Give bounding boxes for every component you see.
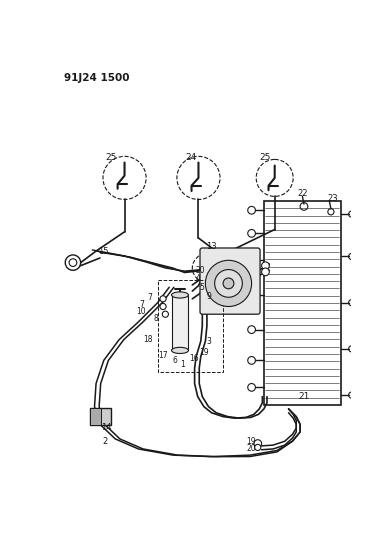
Circle shape — [205, 260, 251, 306]
Bar — [158, 280, 223, 372]
Bar — [90, 408, 100, 425]
Text: 22: 22 — [298, 189, 308, 198]
Text: 4: 4 — [195, 274, 200, 284]
Text: 16: 16 — [189, 354, 199, 364]
Circle shape — [162, 311, 169, 317]
Text: 14: 14 — [100, 423, 111, 432]
Text: 13: 13 — [206, 242, 217, 251]
Text: 24: 24 — [185, 154, 196, 163]
Text: 25: 25 — [105, 154, 117, 163]
Circle shape — [160, 303, 166, 310]
Circle shape — [255, 445, 261, 450]
Text: 10: 10 — [137, 306, 146, 316]
Bar — [172, 295, 188, 350]
Text: 21: 21 — [298, 392, 310, 401]
Text: 7: 7 — [140, 301, 145, 310]
Text: 91J24 1500: 91J24 1500 — [64, 73, 129, 83]
Text: 17: 17 — [158, 351, 168, 360]
Text: 18: 18 — [143, 335, 153, 344]
Text: 23: 23 — [327, 194, 338, 203]
Text: 20: 20 — [247, 445, 256, 454]
Bar — [90, 408, 111, 425]
Text: 6: 6 — [173, 356, 178, 365]
Text: 20: 20 — [196, 266, 206, 275]
Text: 19: 19 — [199, 348, 209, 357]
FancyBboxPatch shape — [200, 248, 260, 314]
Text: 7: 7 — [147, 293, 152, 302]
Circle shape — [262, 262, 269, 270]
Text: 15: 15 — [99, 247, 109, 255]
Circle shape — [262, 268, 269, 276]
Circle shape — [160, 296, 166, 302]
Text: 2: 2 — [103, 437, 108, 446]
Text: 3: 3 — [206, 337, 211, 346]
Ellipse shape — [172, 348, 188, 353]
Circle shape — [215, 270, 242, 297]
Bar — [264, 201, 341, 405]
Text: 8: 8 — [154, 313, 158, 322]
Text: 19: 19 — [247, 437, 256, 446]
Text: 25: 25 — [260, 154, 271, 163]
Text: 9: 9 — [207, 292, 212, 301]
Ellipse shape — [172, 292, 188, 298]
Text: 1: 1 — [180, 360, 185, 369]
Circle shape — [254, 440, 262, 447]
Text: 5: 5 — [199, 283, 204, 292]
Circle shape — [223, 278, 234, 289]
